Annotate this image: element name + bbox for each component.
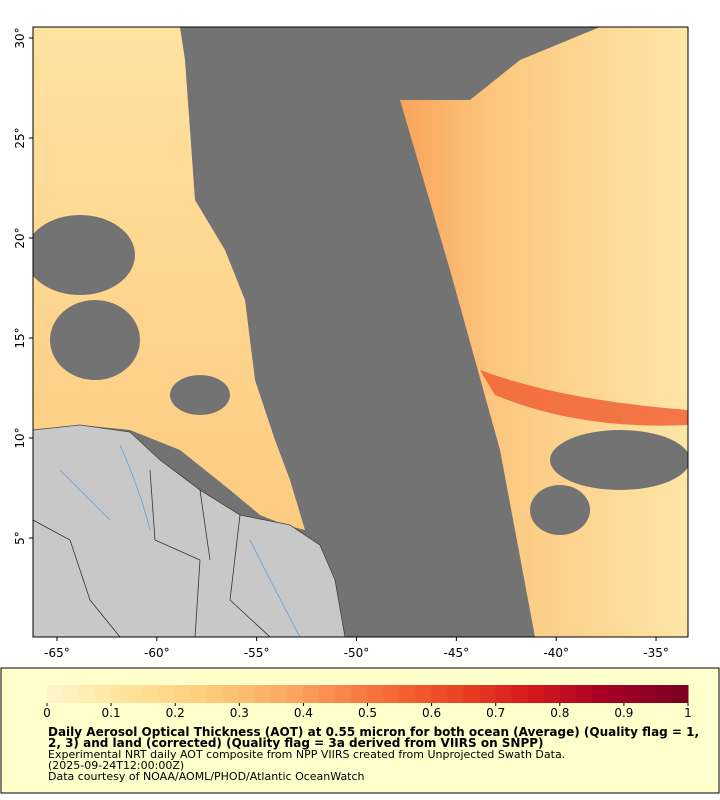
x-tick-label: -65° bbox=[44, 646, 70, 660]
colorbar-cell bbox=[591, 685, 609, 703]
colorbar-cell bbox=[607, 685, 625, 703]
colorbar: 0 0.1 0.2 0.3 0.4 0.5 0.6 0.7 0.8 0.9 1 bbox=[43, 685, 692, 720]
colorbar-cell bbox=[559, 685, 577, 703]
colorbar-tick-label: 1 bbox=[684, 706, 692, 720]
colorbar-cell bbox=[367, 685, 385, 703]
colorbar-cell bbox=[639, 685, 657, 703]
colorbar-cell bbox=[415, 685, 433, 703]
x-tick-label: -50° bbox=[344, 646, 370, 660]
y-tick-label: 15° bbox=[13, 327, 27, 348]
colorbar-cell bbox=[383, 685, 401, 703]
map-image bbox=[33, 27, 688, 637]
colorbar-cell bbox=[79, 685, 96, 703]
colorbar-tick-label: 0.9 bbox=[614, 706, 633, 720]
colorbar-tick-label: 0.2 bbox=[166, 706, 185, 720]
colorbar-cell bbox=[175, 685, 192, 703]
y-tick-label: 30° bbox=[13, 27, 27, 48]
x-tick-label: -60° bbox=[144, 646, 170, 660]
colorbar-cell bbox=[127, 685, 144, 703]
colorbar-tick-label: 0 bbox=[43, 706, 51, 720]
colorbar-cell bbox=[95, 685, 112, 703]
colorbar-tick-label: 0.5 bbox=[358, 706, 377, 720]
colorbar-cell bbox=[527, 685, 545, 703]
colorbar-cell bbox=[335, 685, 352, 703]
colorbar-tick-label: 0.4 bbox=[294, 706, 313, 720]
colorbar-cell bbox=[207, 685, 224, 703]
colorbar-cell bbox=[239, 685, 256, 703]
map-frame bbox=[32, 26, 689, 638]
colorbar-tick-label: 0.6 bbox=[422, 706, 441, 720]
colorbar-cell bbox=[543, 685, 561, 703]
caption-line: Experimental NRT daily AOT composite fro… bbox=[48, 748, 565, 761]
colorbar-cell bbox=[143, 685, 160, 703]
colorbar-cell bbox=[655, 685, 673, 703]
colorbar-cell bbox=[431, 685, 449, 703]
colorbar-cell bbox=[255, 685, 272, 703]
colorbar-cell bbox=[447, 685, 465, 703]
colorbar-cell bbox=[351, 685, 368, 703]
colorbar-cell bbox=[271, 685, 288, 703]
y-tick-label: 25° bbox=[13, 127, 27, 148]
colorbar-cell bbox=[319, 685, 336, 703]
colorbar-cell bbox=[479, 685, 497, 703]
y-tick-label: 20° bbox=[13, 227, 27, 248]
colorbar-tick-label: 0.7 bbox=[486, 706, 505, 720]
colorbar-cell bbox=[495, 685, 513, 703]
caption-title: Daily Aerosol Optical Thickness (AOT) at… bbox=[48, 725, 699, 739]
y-tick-label: 10° bbox=[13, 427, 27, 448]
colorbar-cell bbox=[399, 685, 417, 703]
colorbar-cell bbox=[159, 685, 176, 703]
x-tick-label: -40° bbox=[543, 646, 569, 660]
colorbar-tick-label: 0.8 bbox=[550, 706, 569, 720]
colorbar-cell bbox=[623, 685, 641, 703]
x-tick-label: -55° bbox=[244, 646, 270, 660]
colorbar-cell bbox=[191, 685, 208, 703]
colorbar-cell bbox=[63, 685, 80, 703]
colorbar-cell bbox=[575, 685, 593, 703]
x-tick-label: -45° bbox=[444, 646, 470, 660]
x-tick-label: -35° bbox=[643, 646, 669, 660]
colorbar-tick-label: 0.3 bbox=[230, 706, 249, 720]
colorbar-cell bbox=[287, 685, 304, 703]
caption-title: 2, 3) and land (corrected) (Quality flag… bbox=[48, 736, 544, 750]
colorbar-cell bbox=[111, 685, 128, 703]
colorbar-cell bbox=[303, 685, 320, 703]
caption-line: (2025-09-24T12:00:00Z) bbox=[48, 759, 184, 772]
colorbar-cell bbox=[511, 685, 529, 703]
colorbar-cell bbox=[463, 685, 481, 703]
caption-line: Data courtesy of NOAA/AOML/PHOD/Atlantic… bbox=[48, 770, 365, 783]
y-tick-label: 5° bbox=[13, 531, 27, 545]
axes: -65° -60° -55° -50° -45° -40° -35° 5° 10° 15° 20° 2… bbox=[13, 27, 669, 660]
colorbar-cell bbox=[223, 685, 240, 703]
colorbar-cell bbox=[47, 685, 64, 703]
colorbar-tick-label: 0.1 bbox=[102, 706, 121, 720]
colorbar-cell bbox=[671, 685, 689, 703]
